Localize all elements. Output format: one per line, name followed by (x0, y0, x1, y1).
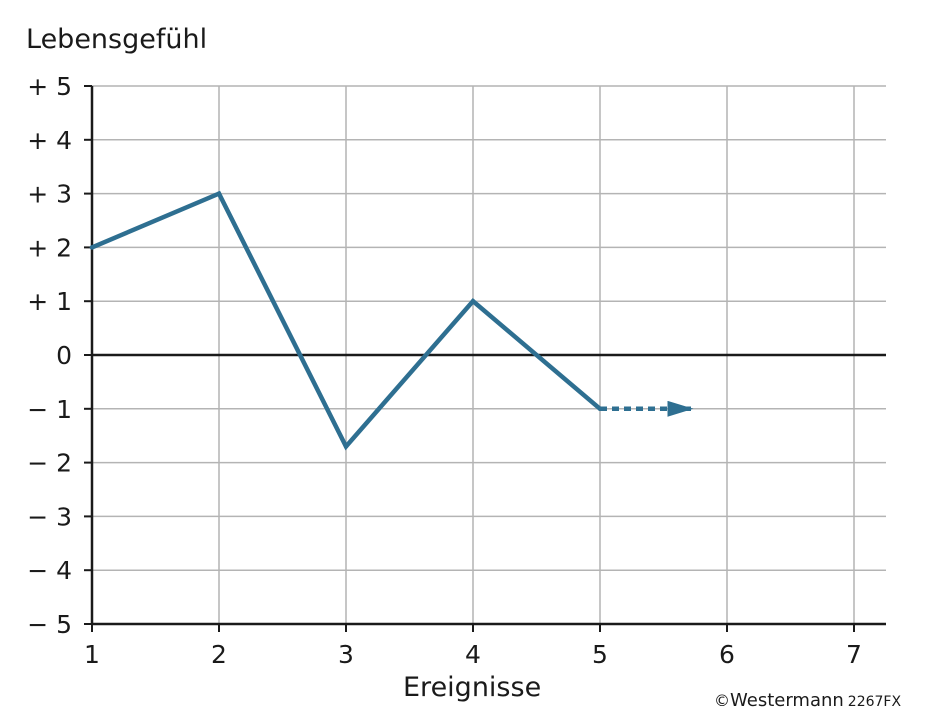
data-point (470, 299, 476, 304)
y-tick-label: 0 (56, 341, 72, 370)
x-tick-label: 3 (338, 640, 354, 669)
y-tick-label: + 3 (27, 180, 72, 209)
y-tick-label: − 5 (27, 610, 72, 639)
data-point (343, 444, 349, 449)
credit-code: 2267FX (847, 694, 902, 710)
credit-brand: Westermann (730, 690, 844, 711)
x-tick-label: 5 (592, 640, 608, 669)
x-tick-label: 6 (719, 640, 735, 669)
y-axis-title: Lebensgefühl (26, 24, 208, 55)
y-tick-label: − 4 (27, 556, 72, 585)
y-tick-label: + 1 (27, 287, 72, 316)
x-tick-labels: 1 2 3 4 5 6 7 (84, 640, 862, 669)
copyright-symbol: © (714, 691, 730, 710)
line-chart: + 5 + 4 + 3 + 2 + 1 0 − 1 − 2 − 3 − 4 − 5 1 2 3 4 5 6 7 (27, 72, 886, 669)
data-point (89, 245, 95, 250)
y-tick-label: − 3 (27, 502, 72, 531)
y-tick-label: − 2 (27, 449, 72, 478)
y-tick-label: + 4 (27, 126, 72, 155)
data-point (216, 191, 222, 196)
y-tick-label: − 1 (27, 395, 72, 424)
x-tick-label: 7 (846, 640, 862, 669)
y-tick-label: + 2 (27, 233, 72, 262)
series-group (89, 190, 694, 451)
x-tick-label: 4 (465, 640, 481, 669)
x-tick-label: 2 (211, 640, 227, 669)
x-axis-title: Ereignisse (403, 672, 542, 703)
copyright-credit: ©Westermann 2267FX (714, 690, 901, 711)
x-tick-label: 1 (84, 640, 100, 669)
y-tick-label: + 5 (27, 72, 72, 101)
axes (84, 85, 886, 632)
y-tick-labels: + 5 + 4 + 3 + 2 + 1 0 − 1 − 2 − 3 − 4 − 5 (27, 72, 72, 639)
